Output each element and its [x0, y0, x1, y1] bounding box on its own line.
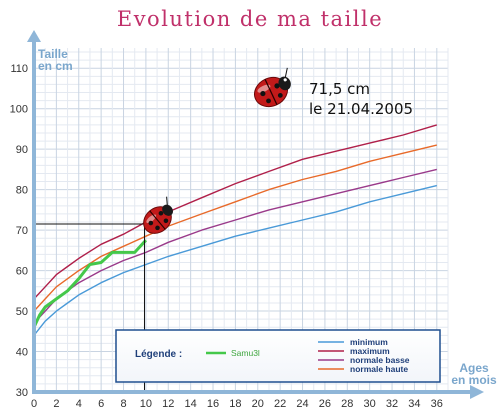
- ladybug-shine: [146, 214, 157, 224]
- series-line-minimum: [33, 184, 437, 336]
- x-tick-label: 34: [408, 398, 420, 410]
- y-tick-label: 50: [16, 306, 28, 318]
- y-tick-label: 100: [10, 104, 28, 116]
- x-tick-label: 12: [162, 398, 174, 410]
- x-tick-label: 6: [98, 398, 104, 410]
- x-tick-label: 8: [120, 398, 126, 410]
- x-tick-label: 28: [341, 398, 353, 410]
- legend-label-maximum: maximum: [350, 346, 390, 356]
- ladybug-spot: [155, 225, 160, 231]
- legend-label-minimum: minimum: [350, 337, 388, 347]
- y-tick-label: 30: [16, 387, 28, 399]
- x-tick-label: 4: [76, 398, 82, 410]
- ladybug-spot: [148, 220, 154, 226]
- y-axis-arrow: [27, 30, 41, 42]
- legend-label-normale-basse: normale basse: [350, 355, 410, 365]
- x-tick-label: 2: [53, 398, 59, 410]
- y-tick-label: 110: [10, 63, 28, 75]
- grid: [33, 48, 449, 393]
- y-tick-label: 40: [16, 347, 28, 359]
- y-tick-label: 70: [16, 225, 28, 237]
- ladybug-antenna: [166, 196, 168, 206]
- series-line-samu3l: [32, 239, 148, 328]
- x-tick-label: 24: [296, 398, 308, 410]
- x-tick-label: 18: [229, 398, 241, 410]
- ladybug-spot: [163, 218, 169, 224]
- y-axis-label-line2: en cm: [38, 59, 73, 73]
- legend-label-normale-haute: normale haute: [350, 364, 408, 374]
- x-tick-label: 10: [140, 398, 152, 410]
- x-tick-label: 22: [274, 398, 286, 410]
- x-tick-label: 26: [319, 398, 331, 410]
- y-axis-label-line1: Taille: [38, 47, 68, 61]
- legend-label-user: Samu3l: [231, 348, 260, 358]
- legend-entry-user: Samu3l: [206, 348, 260, 358]
- x-axis-arrow: [470, 385, 484, 399]
- annotation-value: 71,5 cm: [309, 80, 370, 98]
- x-tick-label: 36: [431, 398, 443, 410]
- y-tick-label: 80: [16, 185, 28, 197]
- y-axis: [32, 40, 36, 394]
- ladybug-head: [162, 204, 174, 216]
- x-tick-label: 32: [386, 398, 398, 410]
- annotation-date: le 21.04.2005: [309, 100, 413, 118]
- x-tick-label: 16: [207, 398, 219, 410]
- ladybug-wing-split: [149, 210, 166, 230]
- ladybug-spot: [158, 210, 164, 216]
- x-axis: [32, 390, 470, 394]
- chart-title: Evolution de ma taille: [117, 7, 383, 31]
- ladybug-decoration-icon: [253, 67, 291, 108]
- x-tick-label: 14: [185, 398, 197, 410]
- y-tick-label: 90: [16, 144, 28, 156]
- x-tick-label: 0: [31, 398, 37, 410]
- x-tick-label: 20: [252, 398, 264, 410]
- ladybug-marker-icon: [143, 196, 174, 234]
- x-axis-label-line2: en mois: [451, 373, 497, 387]
- y-tick-label: 60: [16, 266, 28, 278]
- x-tick-label: 30: [364, 398, 376, 410]
- legend-title: Légende :: [135, 349, 182, 360]
- legend-box: [115, 329, 441, 383]
- x-axis-label-line1: Ages: [459, 361, 489, 375]
